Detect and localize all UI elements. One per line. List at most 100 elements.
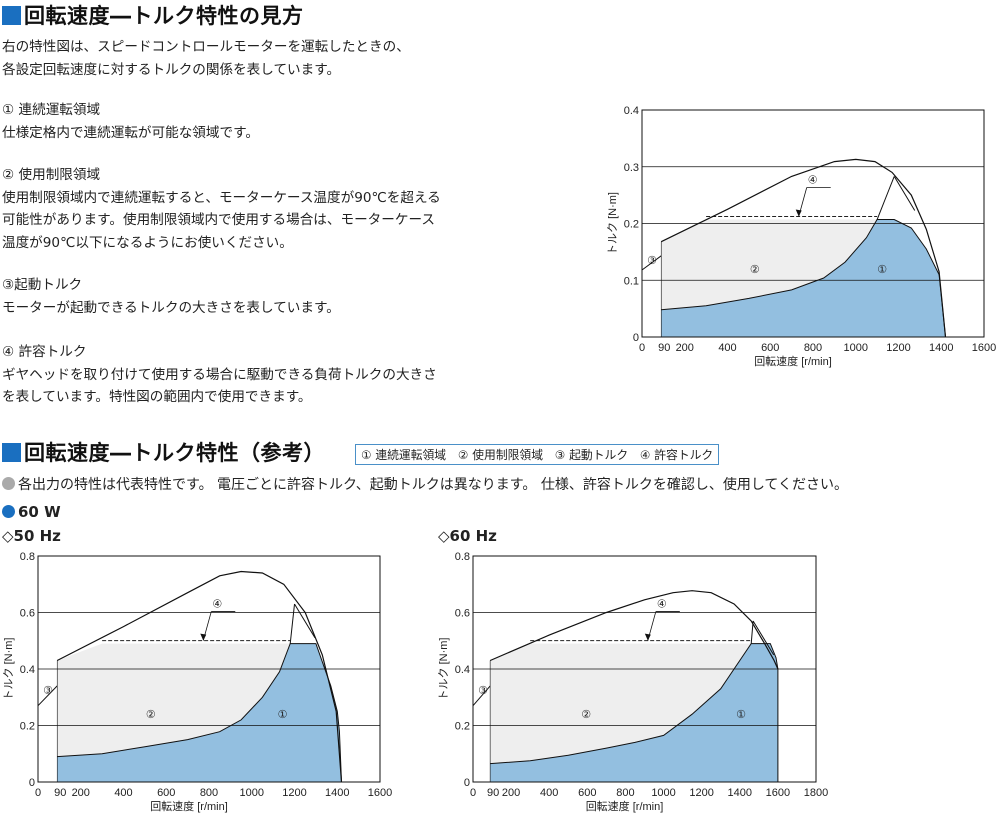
starting-torque-label: ③	[43, 685, 53, 697]
starting-torque-label: ③	[478, 685, 488, 697]
x-tick-label: 1000	[844, 342, 868, 354]
y-axis-label: トルク [N·m]	[2, 638, 15, 701]
section1-title: 回転速度―トルク特性の見方	[2, 0, 304, 30]
region-2-fill	[490, 643, 752, 782]
starting-torque-line	[37, 685, 58, 707]
region-1-boundary-line	[661, 219, 946, 338]
peak-branch-line	[289, 603, 295, 644]
item-continuous: ① 連続運転領域 仕様定格内で連続運転が可能な領域です。	[2, 102, 259, 141]
item-limited: ② 使用制限領域 使用制限領域内で連続運転すると、モーターケース温度が90℃を超…	[2, 167, 441, 251]
y-tick-label: 0.4	[624, 105, 639, 117]
freq-50hz-label: ◇50 Hz	[2, 527, 61, 545]
item-permissible-torque: ④ 許容トルク ギヤヘッドを取り付けて使用する場合に駆動できる負荷トルクの大きさ…	[2, 344, 437, 405]
permissible-torque-label: ④	[212, 599, 222, 611]
note-text: 各出力の特性は代表特性です。 電圧ごとに許容トルク、起動トルクは異なります。 仕…	[2, 474, 848, 494]
section2-title: 回転速度―トルク特性（参考）	[2, 437, 325, 467]
starting-torque-label: ③	[647, 255, 657, 267]
x-tick-label: 400	[718, 342, 736, 354]
max-torque-curve	[56, 570, 343, 783]
x-axis-label: 回転速度 [r/min]	[586, 799, 664, 813]
region-2-fill	[661, 219, 878, 337]
permissible-torque-label: ④	[657, 599, 667, 611]
y-axis-label: トルク [N·m]	[606, 192, 619, 255]
x-axis-label: 回転速度 [r/min]	[754, 354, 832, 368]
y-tick-label: 0.4	[455, 664, 470, 676]
y-tick-label: 0.1	[624, 275, 639, 287]
x-tick-label: 800	[616, 787, 634, 799]
y-tick-label: 0.2	[20, 721, 35, 733]
permissible-torque-label: ④	[808, 175, 818, 187]
y-tick-label: 0.6	[20, 608, 35, 620]
torque-chart-overview: 0 200 400 600 800 1000 1200 1400 1600 90 0 0.1 0.2 0.…	[606, 105, 996, 368]
x-tick-label: 800	[200, 787, 218, 799]
y-tick-label: 0.4	[20, 664, 35, 676]
plot-frame	[37, 555, 381, 783]
x-tick-label: 1600	[766, 787, 790, 799]
region-1-fill	[661, 219, 946, 337]
x-tick-label: 1600	[972, 342, 996, 354]
x-tick-label: 200	[676, 342, 694, 354]
region-1-boundary-line	[57, 643, 342, 783]
starting-torque-line	[472, 685, 491, 707]
peak-branch-line	[750, 620, 754, 644]
y-axis-label: トルク [N·m]	[437, 638, 450, 701]
region-2-label: ②	[581, 709, 591, 721]
starting-torque-line	[641, 255, 662, 271]
x-tick-label: 400	[114, 787, 132, 799]
region-1-boundary-line	[490, 643, 779, 782]
peak-right-line	[893, 176, 916, 211]
x-tick-label: 1000	[651, 787, 675, 799]
y-tick-label: 0	[29, 777, 35, 789]
x-tick-label: 800	[804, 342, 822, 354]
x-tick-label: 400	[540, 787, 558, 799]
x-tick-label: 600	[578, 787, 596, 799]
x-tick-label-90: 90	[54, 787, 66, 799]
x-tick-label: 1800	[804, 787, 828, 799]
x-tick-label: 200	[502, 787, 520, 799]
y-tick-label: 0.8	[20, 551, 35, 563]
y-tick-label: 0	[464, 777, 470, 789]
y-tick-label: 0.8	[455, 551, 470, 563]
intro-text: 右の特性図は、スピードコントロールモーターを運転したときの、 各設定回転速度に対…	[2, 39, 410, 78]
x-tick-label: 1200	[282, 787, 306, 799]
x-tick-label: 1400	[728, 787, 752, 799]
region-1-label: ①	[278, 709, 288, 721]
power-label: 60 W	[2, 503, 61, 521]
peak-right-line	[752, 620, 775, 656]
plot-frame	[641, 109, 985, 338]
peak-right-line	[294, 603, 316, 639]
x-axis-label: 回転速度 [r/min]	[150, 799, 228, 813]
x-tick-label: 600	[157, 787, 175, 799]
title-square-icon	[2, 443, 21, 462]
x-tick-label-90: 90	[487, 787, 499, 799]
x-tick-label: 200	[72, 787, 90, 799]
callout-arrowhead	[644, 633, 651, 641]
title-square-icon	[2, 6, 21, 25]
max-torque-curve	[660, 158, 947, 338]
x-tick-label: 1600	[368, 787, 392, 799]
x-tick-label: 600	[761, 342, 779, 354]
y-tick-label: 0.3	[624, 162, 639, 174]
region-2-label: ②	[750, 264, 760, 276]
region-1-label: ①	[736, 709, 746, 721]
x-tick-label: 1200	[689, 787, 713, 799]
region-2-fill	[57, 643, 291, 782]
x-tick-label: 1200	[886, 342, 910, 354]
callout-arrowhead	[795, 209, 802, 217]
plot-frame	[472, 555, 817, 783]
x-tick-label: 1400	[325, 787, 349, 799]
torque-chart-50hz: 0 200 400 600 800 1000 1200 1400 1600 90 0 0.2 0.4 0.…	[2, 551, 392, 813]
x-tick-label: 0	[639, 342, 645, 354]
blue-dot-icon	[2, 505, 15, 518]
y-tick-label: 0	[633, 332, 639, 344]
y-tick-label: 0.2	[624, 219, 639, 231]
peak-branch-line	[876, 176, 895, 220]
torque-chart-60hz: 0 200 400 600 800 1000 1200 1400 1600 1800 90 0 0.2 0…	[437, 551, 828, 813]
x-tick-label-90: 90	[658, 342, 670, 354]
x-tick-label: 0	[35, 787, 41, 799]
legend-box: ① 連続運転領域 ② 使用制限領域 ③ 起動トルク ④ 許容トルク	[355, 444, 720, 465]
x-tick-label: 0	[470, 787, 476, 799]
region-1-fill	[57, 643, 342, 782]
region-2-label: ②	[146, 709, 156, 721]
max-torque-curve	[489, 590, 779, 670]
